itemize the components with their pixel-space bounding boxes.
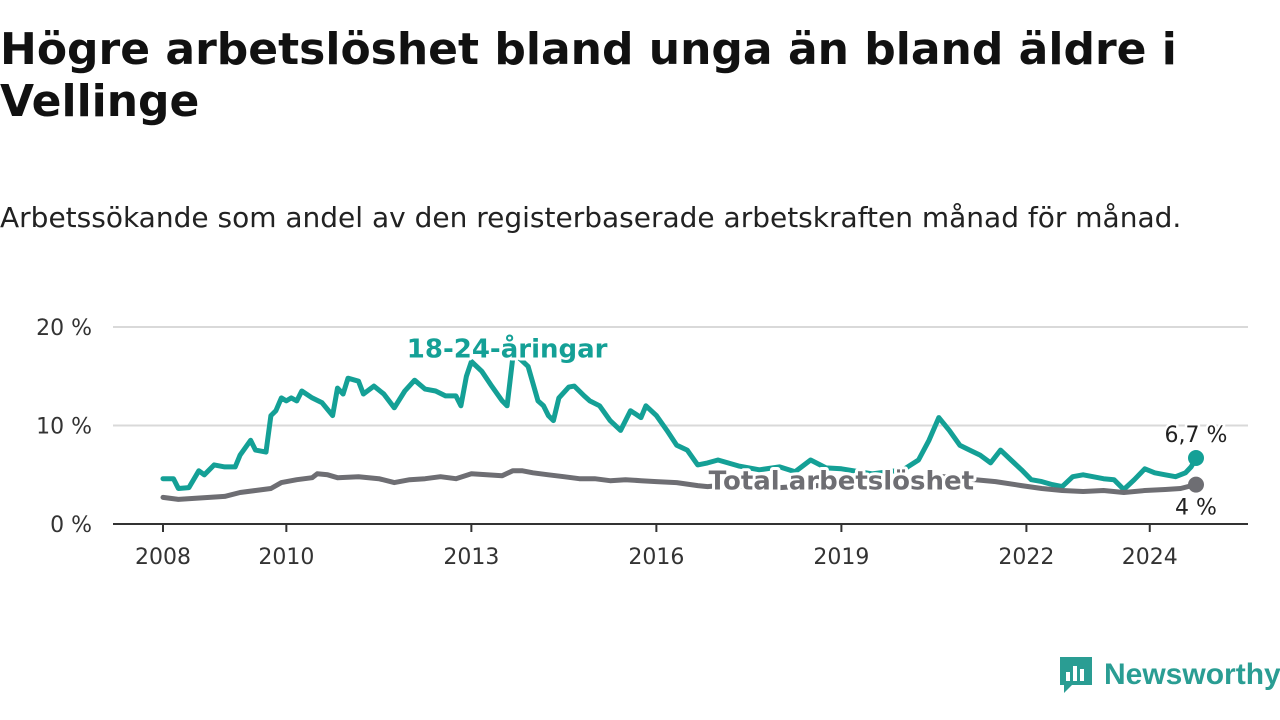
series-lines — [160, 354, 1199, 502]
x-tick-label: 2010 — [258, 545, 314, 570]
x-tick-label: 2016 — [628, 545, 684, 570]
y-tick-label: 10 % — [36, 415, 92, 440]
chart-subtitle: Arbetssökande som andel av den registerb… — [0, 201, 1182, 234]
x-tick-label: 2008 — [135, 545, 191, 570]
series-label-youth: 18-24-åringar — [407, 333, 608, 365]
x-tick-label: 2024 — [1122, 545, 1178, 570]
y-tick-label: 0 % — [50, 513, 92, 538]
x-tick-label: 2013 — [443, 545, 499, 570]
endpoint-dot-youth — [1188, 450, 1204, 467]
endpoint-dot-total — [1188, 476, 1204, 493]
newsworthy-branding: Newsworthy — [1058, 654, 1280, 696]
endpoint-label-youth: 6,7 % — [1165, 423, 1228, 448]
series-line-youth — [160, 354, 1199, 492]
series-label-total: Total arbetslöshet — [709, 467, 974, 497]
endpoint-label-total: 4 % — [1175, 496, 1217, 521]
x-axis-ticks: 2008 2010 2013 2016 2019 2022 2024 — [135, 524, 1178, 570]
x-tick-label: 2022 — [998, 545, 1054, 570]
brand-name: Newsworthy — [1104, 658, 1280, 691]
x-tick-label: 2019 — [813, 545, 869, 570]
gridlines — [113, 326, 1248, 525]
series-line-total — [160, 468, 1199, 502]
y-axis-ticks: 0 % 10 % 20 % — [36, 316, 92, 538]
series-annotations: 18-24-åringar Total arbetslöshet — [404, 330, 977, 500]
y-tick-label: 20 % — [36, 316, 92, 341]
newsworthy-logo-icon — [1060, 657, 1092, 693]
chart-title: Högre arbetslöshet bland unga än bland ä… — [0, 24, 1177, 127]
series-endpoints: 6,7 % 4 % — [1162, 421, 1230, 524]
